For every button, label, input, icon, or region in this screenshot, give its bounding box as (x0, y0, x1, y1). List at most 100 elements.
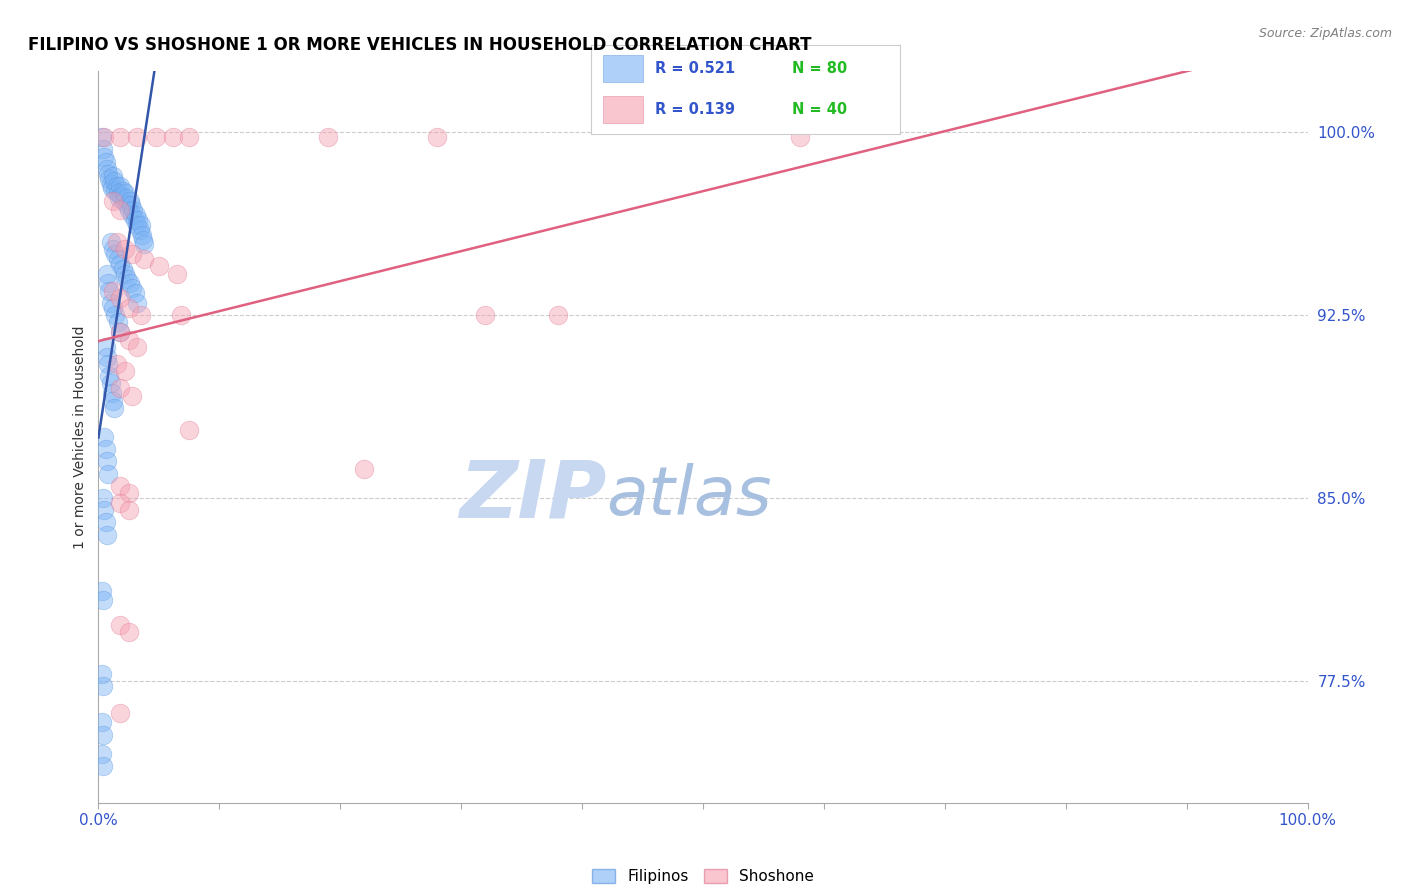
Point (129, 218, 152, 232)
Point (132, 233, 155, 247)
Point (127, 218, 149, 232)
Point (97, 277, 120, 291)
Text: Source: ZipAtlas.com: Source: ZipAtlas.com (1258, 27, 1392, 40)
Point (114, 267, 136, 281)
Point (91, 593, 114, 607)
Point (118, 301, 141, 315)
Point (96, 527, 118, 541)
Point (127, 296, 149, 310)
Point (131, 227, 153, 242)
Point (121, 247, 143, 261)
Bar (603, 96, 643, 123)
Point (94, 442, 117, 457)
Point (91, 583, 114, 598)
Point (103, 174, 125, 188)
Point (179, 130, 201, 145)
Point (105, 235, 128, 249)
Point (100, 386, 122, 401)
Point (104, 184, 127, 198)
Point (96, 161, 118, 176)
Point (100, 181, 122, 195)
Point (91, 491, 114, 505)
Point (122, 203, 145, 218)
Bar (603, 55, 643, 82)
Point (91, 727, 114, 741)
Point (101, 243, 124, 257)
Point (108, 479, 131, 493)
Point (100, 177, 122, 191)
Point (91, 747, 114, 761)
Point (108, 191, 131, 205)
Point (101, 169, 124, 184)
Point (98, 171, 121, 186)
Point (108, 203, 131, 218)
Point (107, 186, 129, 201)
Point (118, 625, 141, 640)
Point (91, 142, 114, 156)
Point (117, 198, 139, 212)
Point (121, 389, 143, 403)
Point (97, 357, 120, 371)
Point (789, 130, 811, 145)
Point (108, 617, 131, 632)
Point (179, 423, 201, 437)
Point (169, 308, 191, 322)
Point (110, 188, 132, 202)
Point (118, 503, 141, 517)
Point (108, 291, 131, 305)
Point (93, 503, 115, 517)
Text: FILIPINO VS SHOSHONE 1 OR MORE VEHICLES IN HOUSEHOLD CORRELATION CHART: FILIPINO VS SHOSHONE 1 OR MORE VEHICLES … (28, 36, 811, 54)
Point (114, 243, 136, 257)
Point (120, 198, 142, 212)
Point (474, 308, 496, 322)
Point (91, 759, 114, 773)
Point (94, 154, 117, 169)
Point (108, 325, 131, 339)
Point (107, 252, 129, 266)
Point (108, 325, 131, 339)
Text: R = 0.139: R = 0.139 (655, 103, 735, 117)
Y-axis label: 1 or more Vehicles in Household: 1 or more Vehicles in Household (73, 326, 87, 549)
Point (91, 666, 114, 681)
Point (134, 252, 156, 266)
Point (353, 462, 375, 476)
Point (96, 350, 118, 364)
Point (128, 223, 150, 237)
Point (98, 369, 121, 384)
Point (104, 247, 127, 261)
Text: ZIP: ZIP (458, 457, 606, 534)
Point (101, 284, 124, 298)
Point (166, 267, 188, 281)
Point (124, 286, 146, 301)
Point (103, 401, 125, 415)
Text: N = 80: N = 80 (792, 62, 846, 76)
Point (118, 194, 141, 208)
Point (115, 191, 138, 205)
Point (114, 186, 136, 201)
Point (107, 316, 129, 330)
Point (127, 213, 149, 227)
Point (98, 284, 121, 298)
Point (93, 430, 115, 444)
Point (93, 130, 115, 145)
Point (97, 167, 120, 181)
Point (108, 257, 131, 271)
Point (127, 340, 149, 354)
Point (108, 130, 131, 145)
Text: N = 40: N = 40 (792, 103, 846, 117)
Point (93, 150, 115, 164)
Point (124, 213, 146, 227)
Point (100, 235, 122, 249)
Point (101, 393, 124, 408)
Point (108, 381, 131, 395)
Point (91, 679, 114, 693)
Point (148, 260, 170, 274)
Point (121, 281, 143, 295)
Point (426, 130, 449, 145)
Point (316, 130, 339, 145)
Point (105, 178, 128, 193)
Point (127, 130, 149, 145)
Point (104, 308, 127, 322)
Point (112, 194, 135, 208)
Point (118, 333, 141, 347)
